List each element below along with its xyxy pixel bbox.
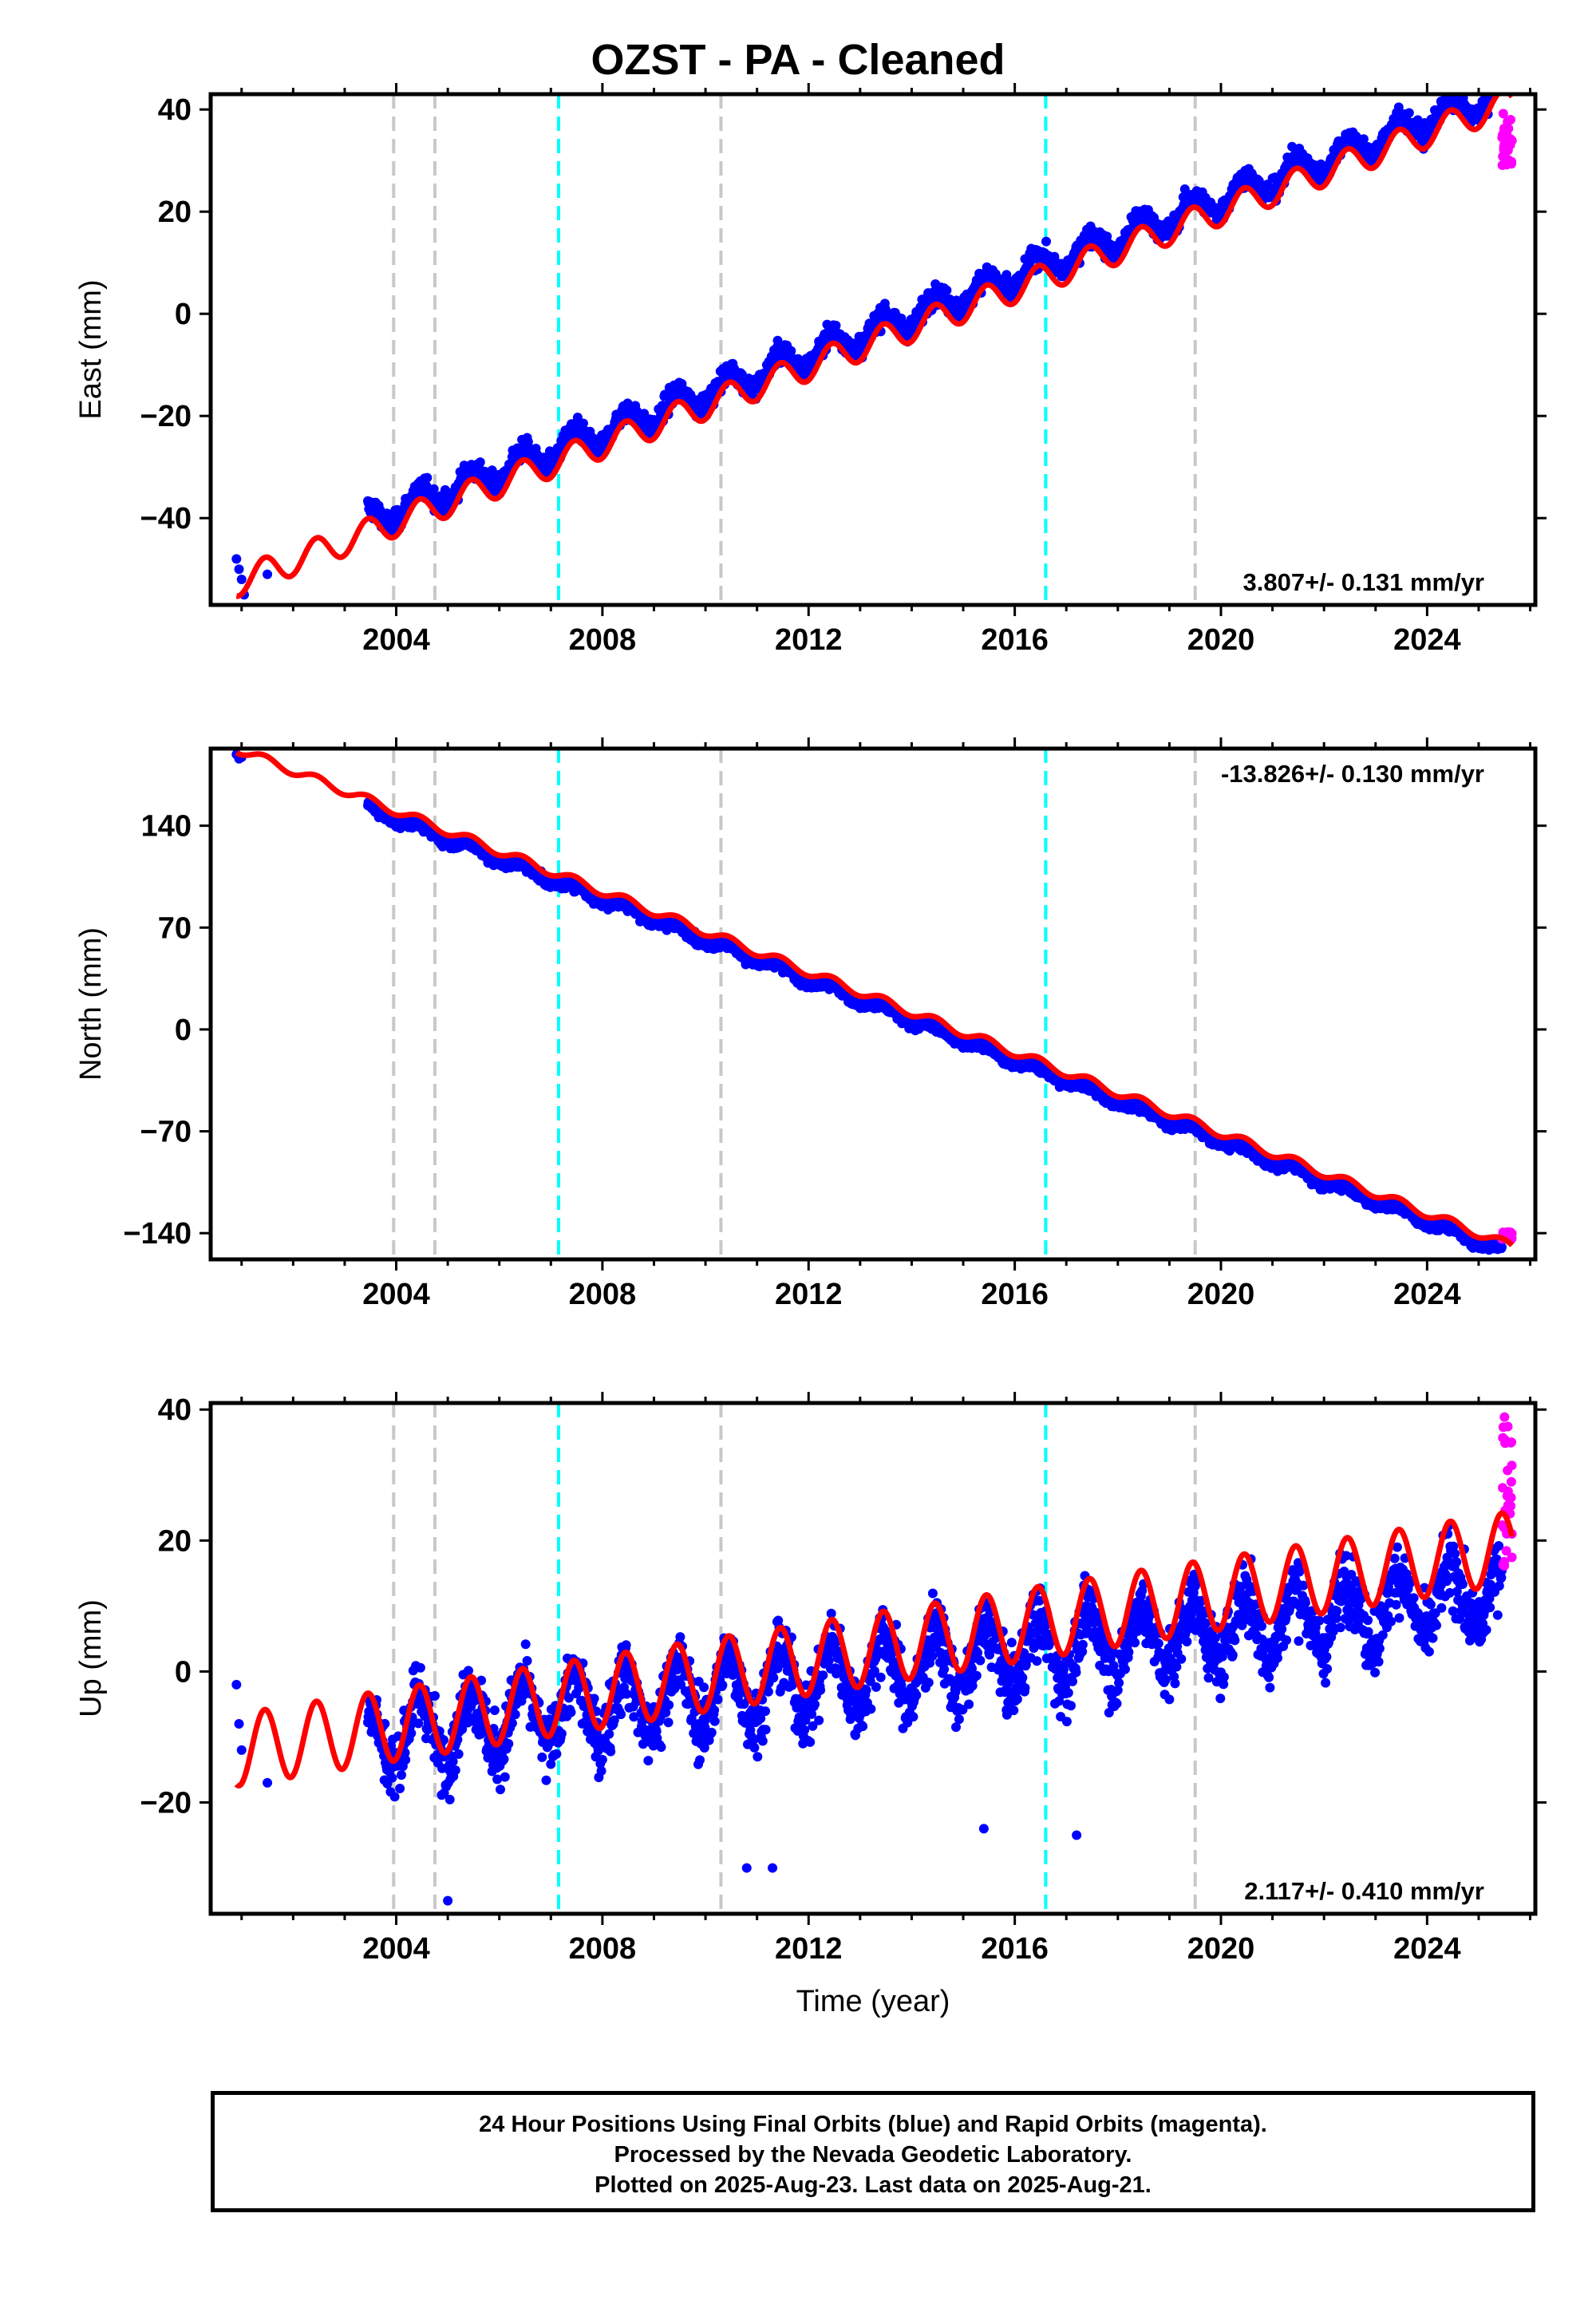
final-orbit-points [231,1520,1507,1905]
chart-title: OZST - PA - Cleaned [0,35,1596,85]
rapid-orbit-points [1497,109,1516,170]
data-point [1041,237,1051,247]
plot-area [231,68,1516,605]
rapid-point [1499,109,1508,118]
data-point [237,1745,247,1755]
data-point [430,1691,440,1701]
x-tick-label: 2020 [1187,623,1255,657]
velocity-label: -13.826+/- 0.130 mm/yr [1221,760,1484,788]
data-point [464,1666,473,1675]
y-tick-label: −20 [140,400,192,433]
y-tick-label: −70 [140,1116,192,1149]
data-point [390,1792,400,1801]
data-point [401,1755,410,1765]
data-point [451,1765,460,1775]
x-tick-label: 2016 [981,1278,1049,1311]
data-point [231,1680,241,1690]
data-point [1404,109,1414,118]
y-tick-label: 0 [175,1014,192,1047]
x-tick-label: 2024 [1393,1278,1461,1311]
data-point [511,1709,520,1719]
data-point [429,484,439,494]
y-tick-label: −40 [140,502,192,536]
data-point [523,1656,532,1666]
plot-area [231,749,1516,1259]
data-point [387,1773,397,1783]
data-point [1489,84,1499,93]
x-tick-label: 2008 [569,623,637,657]
data-point [237,575,247,584]
data-point [263,1778,272,1788]
y-tick-label: 20 [158,196,192,229]
x-tick-label: 2024 [1393,623,1461,657]
velocity-label: 3.807+/- 0.131 mm/yr [1243,568,1484,596]
rapid-point [1499,140,1509,149]
y-tick-label: 140 [141,810,192,844]
rapid-point [1502,128,1511,138]
y-tick-label: 70 [158,911,192,945]
data-point [397,1770,406,1780]
y-axis-label: North (mm) [74,927,108,1081]
x-tick-label: 2012 [775,1278,843,1311]
data-point [500,1773,510,1782]
data-point [422,473,432,483]
x-tick-label: 2016 [981,623,1049,657]
data-point [490,1705,500,1715]
data-point [521,1639,531,1649]
data-point [235,564,244,574]
y-tick-label: 40 [158,93,192,127]
y-tick-label: 0 [175,298,192,331]
data-point [500,1754,509,1764]
data-point [235,1719,244,1729]
plot-frame [211,94,1535,605]
data-point [504,1739,513,1749]
x-tick-label: 2012 [775,623,843,657]
x-tick-label: 2020 [1187,1278,1255,1311]
x-tick-label: 2004 [362,1278,430,1311]
data-point [496,1784,505,1794]
y-tick-label: −140 [123,1217,192,1251]
data-point [416,1663,425,1673]
final-orbit-points [231,68,1507,600]
x-tick-label: 2004 [362,623,430,657]
data-point [413,1718,423,1728]
data-point [454,1749,464,1759]
data-point [445,1795,455,1804]
data-point [942,286,951,295]
data-point [537,1753,547,1762]
rapid-point [1503,155,1513,164]
data-point [263,570,272,579]
x-tick-label: 2008 [569,1278,637,1311]
panel-0: 2004 2008 2012 2016 2020 2024 −40 −20 0 20 40 East … [74,68,1547,657]
y-axis-label: East (mm) [74,279,108,419]
data-point [395,1784,405,1793]
data-point [476,457,485,467]
plot-area [231,1403,1516,1914]
panel-1: 2004 2008 2012 2016 2020 2024 −140 −70 0 70 140 Nor… [74,737,1547,1311]
data-point [231,554,241,563]
final-orbit-points [231,749,1507,1255]
data-point [1497,1243,1507,1252]
